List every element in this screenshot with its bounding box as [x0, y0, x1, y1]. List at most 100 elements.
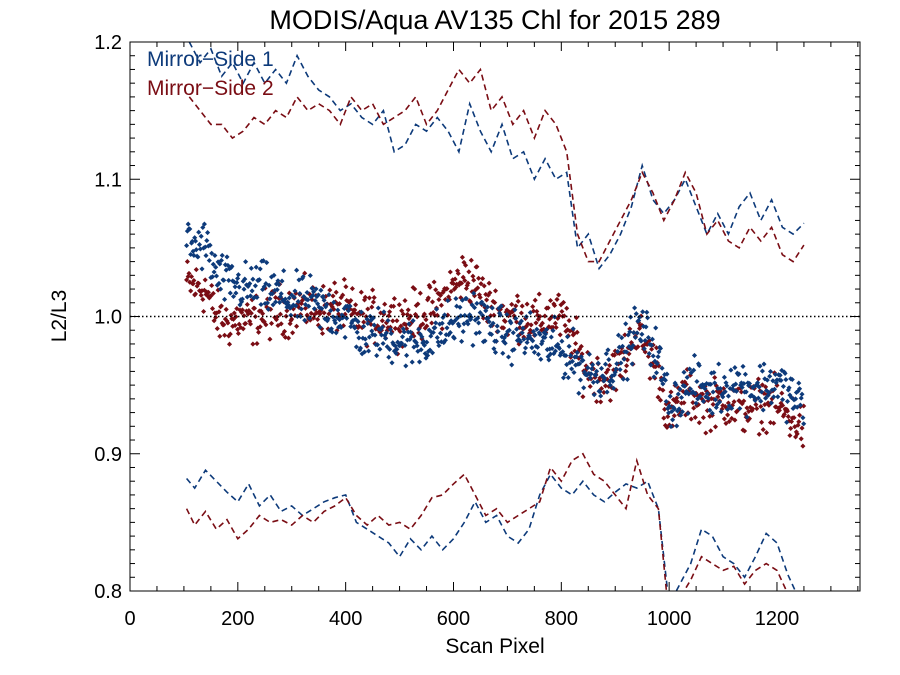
series-2-point: [398, 323, 404, 329]
series-1-point: [752, 397, 758, 404]
series-1-point: [732, 365, 738, 371]
series-1-point: [309, 285, 315, 291]
series-2-point: [492, 288, 499, 294]
series-2-point: [218, 303, 224, 309]
series-2-point: [781, 411, 787, 417]
series-1-point: [363, 341, 369, 347]
series-2-point: [390, 318, 396, 324]
series-2-point: [302, 305, 309, 311]
scatter-points: [184, 221, 807, 449]
series-1-point: [199, 266, 205, 272]
series-2-point: [448, 288, 454, 295]
series-2-point: [465, 280, 471, 286]
series-2-point: [692, 414, 698, 420]
series-1-point: [325, 316, 331, 322]
series-1-point: [716, 361, 722, 367]
series-1-point: [469, 302, 475, 308]
series-1-point: [401, 329, 407, 335]
series-1-point: [379, 324, 385, 330]
series-1-point: [230, 293, 237, 300]
series-1-point: [492, 349, 499, 355]
series-2-point: [798, 436, 804, 442]
series-1-point: [201, 221, 207, 227]
series-1-point: [222, 296, 228, 302]
series-1-point: [380, 340, 386, 347]
series-1-point: [697, 393, 703, 399]
series-1-point: [708, 381, 714, 387]
series-1-point: [418, 347, 424, 353]
series-2-point: [708, 428, 714, 434]
series-2-point: [340, 292, 346, 298]
series-1-point: [570, 326, 576, 332]
series-2-point: [274, 314, 280, 320]
series-1-point: [771, 394, 777, 400]
series-1-point: [295, 299, 301, 305]
series-1-point: [500, 350, 506, 356]
series-2-point: [478, 281, 484, 287]
series-1-point: [712, 380, 718, 386]
series-2-point: [605, 367, 611, 373]
series-1-point: [801, 421, 807, 427]
legend: Mirror−Side 1 Mirror−Side 2: [147, 48, 274, 100]
series-2-point: [333, 289, 339, 295]
series-2-point: [554, 296, 560, 302]
series-2-point: [552, 320, 558, 326]
series-2-point: [233, 314, 239, 320]
series-1-point: [294, 313, 300, 319]
series-2-point: [192, 291, 199, 297]
series-1-point: [602, 375, 608, 381]
series-1-point: [710, 389, 716, 395]
series-2-point: [263, 322, 269, 328]
series-2-point: [424, 323, 430, 329]
x-tick-label: 200: [221, 608, 254, 630]
series-2-point: [341, 276, 347, 282]
series-2-point: [474, 264, 480, 270]
series-1-point: [476, 329, 482, 336]
series-2-point: [539, 320, 545, 326]
series-1-point: [463, 296, 469, 302]
series-1-point: [427, 347, 433, 353]
series-1-point: [488, 331, 495, 337]
series-1-point: [725, 393, 731, 399]
series-1-point: [671, 406, 677, 412]
series-1-point: [385, 317, 391, 324]
series-1-point: [369, 328, 375, 334]
series-2-point: [800, 443, 806, 449]
series-1-point: [297, 290, 303, 297]
series-2-point: [188, 274, 195, 280]
series-1-point: [192, 238, 199, 244]
series-2-point: [742, 428, 748, 434]
series-2-point: [653, 345, 660, 351]
series-1-point: [474, 300, 480, 306]
series-2-point: [358, 289, 364, 295]
series-1-point: [705, 395, 711, 401]
series-1-point: [543, 326, 550, 333]
series-2-point: [332, 280, 338, 286]
series-1-point: [693, 400, 699, 406]
series-2-point: [785, 414, 791, 420]
series-1-point: [588, 371, 594, 377]
series-1-point: [480, 312, 486, 318]
series-1-point: [759, 368, 765, 374]
series-2-point: [700, 415, 706, 421]
series-1-point: [209, 274, 216, 280]
y-axis-label: L2/L3: [48, 290, 71, 343]
series-2-point: [243, 320, 249, 327]
series-1-point: [481, 302, 487, 308]
series-1-point: [586, 351, 592, 357]
series-1-point: [399, 340, 405, 346]
series-2-point: [550, 324, 556, 330]
series-1-point: [234, 280, 240, 286]
series-1-point: [310, 292, 316, 298]
series-1-point: [335, 307, 341, 313]
series-1-point: [320, 293, 326, 300]
series-2-point: [703, 430, 709, 436]
series-1-point: [409, 359, 415, 365]
series-1-point: [217, 261, 223, 267]
series-1-point: [733, 388, 740, 394]
series-1-point: [275, 278, 281, 284]
series-2-point: [315, 316, 321, 322]
series-2-point: [228, 312, 234, 318]
series-1-point: [224, 254, 230, 260]
